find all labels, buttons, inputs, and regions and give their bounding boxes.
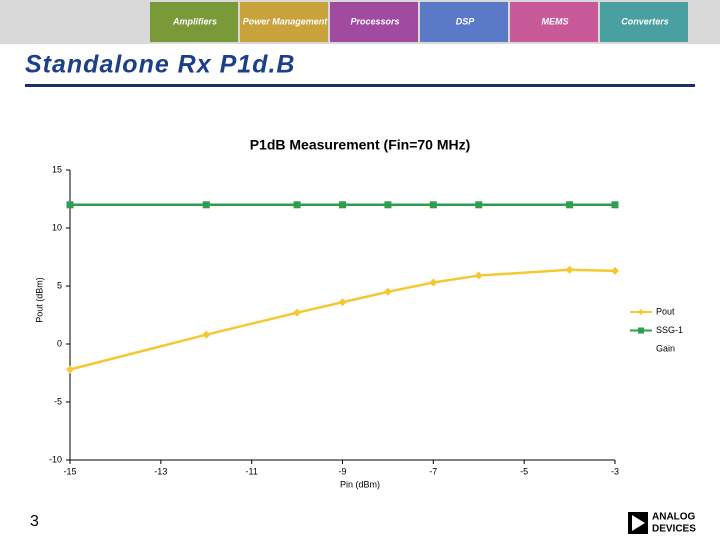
legend-marker bbox=[638, 327, 644, 334]
banner-label: Power Management bbox=[243, 16, 329, 26]
series-line bbox=[69, 268, 616, 371]
x-axis-label: Pin (dBm) bbox=[340, 479, 380, 489]
point bbox=[611, 266, 619, 275]
point bbox=[384, 201, 392, 209]
banner-tile bbox=[330, 2, 418, 42]
point bbox=[429, 278, 438, 287]
point bbox=[66, 365, 74, 374]
banner-label: MEMS bbox=[542, 16, 569, 26]
logo-triangle bbox=[632, 515, 645, 531]
point bbox=[383, 287, 392, 296]
logo-text: ANALOG bbox=[652, 512, 696, 523]
y-tick-label: -5 bbox=[54, 396, 62, 406]
x-tick-label: -3 bbox=[611, 466, 619, 476]
point bbox=[66, 201, 74, 209]
legend-label: SSG-1 bbox=[656, 325, 683, 335]
point bbox=[565, 265, 574, 274]
banner-tile bbox=[600, 2, 688, 42]
plot: -10 -5 0 5 10 15 -15 -13 -11 -9 -7 -5 -3 Pout SSG-1 Gai… bbox=[49, 164, 683, 476]
chart-title: P1dB Measurement (Fin=70 MHz) bbox=[250, 137, 471, 153]
slide-title: Standalone Rx P1d.B bbox=[25, 51, 295, 79]
point bbox=[611, 201, 619, 209]
point bbox=[293, 308, 302, 317]
legend-label: Pout bbox=[656, 306, 675, 316]
x-tick-label: -15 bbox=[63, 466, 76, 476]
point bbox=[566, 201, 574, 209]
point bbox=[339, 201, 346, 209]
y-tick-label: 15 bbox=[52, 164, 62, 174]
title-rule bbox=[25, 84, 695, 87]
banner-label: Amplifiers bbox=[172, 16, 217, 26]
logo-text: DEVICES bbox=[652, 524, 696, 535]
point bbox=[202, 201, 210, 209]
banner-tile bbox=[240, 2, 328, 42]
banner-label: Processors bbox=[350, 16, 399, 26]
point bbox=[429, 201, 437, 209]
point bbox=[475, 201, 483, 209]
x-tick-label: -13 bbox=[154, 466, 167, 476]
y-tick-label: -10 bbox=[49, 454, 62, 464]
page-number: 3 bbox=[30, 513, 39, 530]
banner-tiles: Amplifiers Power Management Processors DSP M… bbox=[150, 2, 688, 42]
x-tick-label: -11 bbox=[245, 466, 257, 476]
y-tick-label: 5 bbox=[57, 280, 62, 290]
point bbox=[474, 271, 483, 280]
x-tick-label: -9 bbox=[338, 466, 346, 476]
y-axis-label: Pout (dBm) bbox=[34, 277, 44, 323]
point bbox=[202, 330, 211, 339]
y-tick-label: 10 bbox=[52, 222, 62, 232]
legend-label: Gain bbox=[656, 343, 675, 353]
banner-tile bbox=[150, 2, 238, 42]
banner-label: Converters bbox=[621, 16, 669, 26]
legend-marker bbox=[638, 309, 644, 315]
y-tick-label: 0 bbox=[57, 338, 62, 348]
point bbox=[338, 298, 347, 307]
x-tick-label: -7 bbox=[429, 466, 437, 476]
point bbox=[293, 201, 301, 209]
banner-tile bbox=[420, 2, 508, 42]
banner-label: DSP bbox=[456, 16, 476, 26]
banner-tile bbox=[510, 2, 598, 42]
x-tick-label: -5 bbox=[520, 466, 528, 476]
